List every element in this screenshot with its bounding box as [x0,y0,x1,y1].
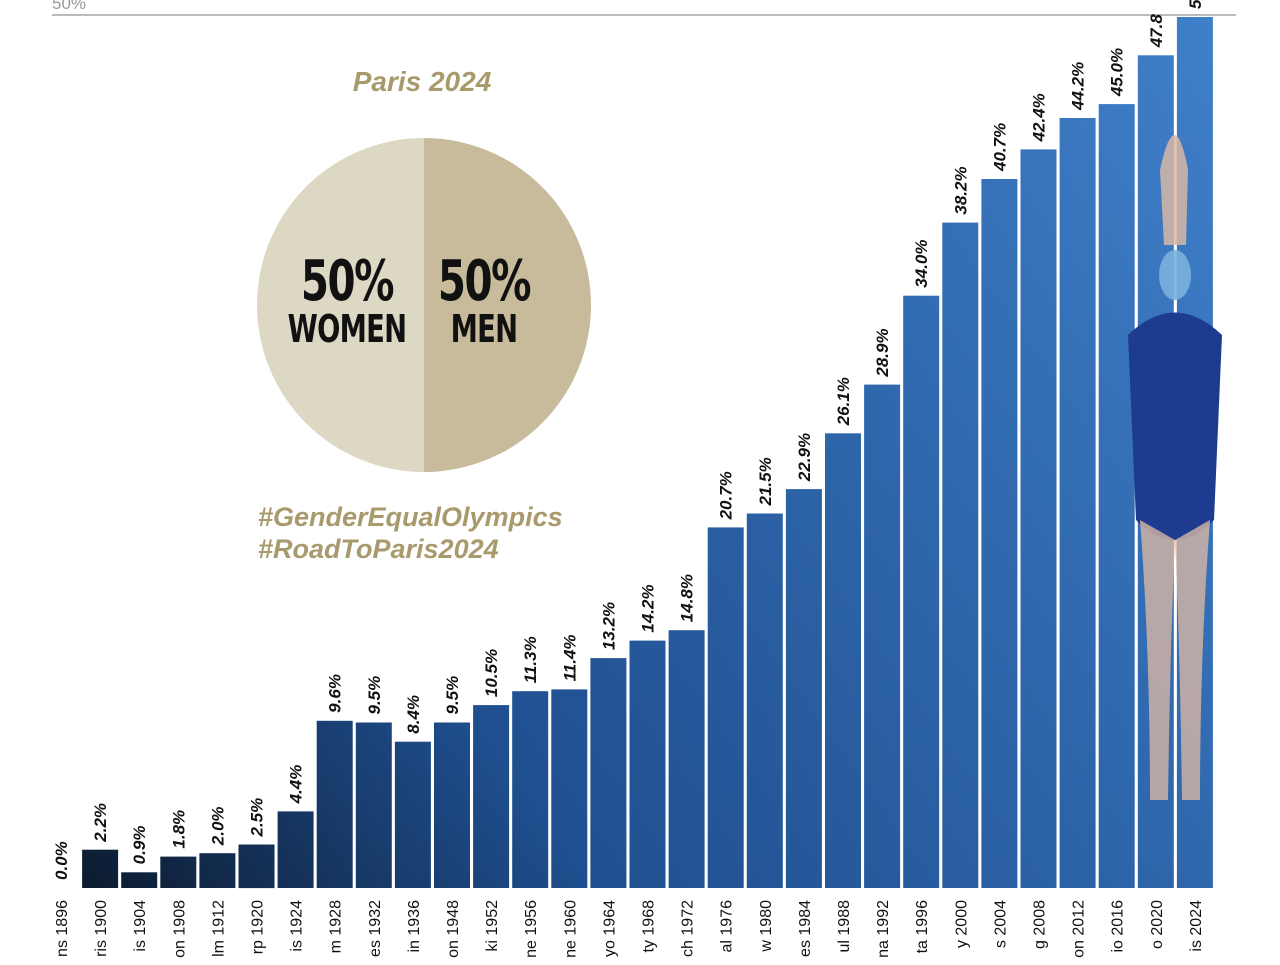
bar [942,222,979,889]
swimmer-image [1128,135,1222,800]
bar [1098,104,1135,889]
category-tick-label: lm 1912 [210,900,227,957]
bar [473,705,510,888]
category-tick-label: y 2000 [953,900,970,948]
bar-value-label: 0.9% [130,826,149,865]
bar-value-label: 8.4% [404,695,423,734]
category-tick-label: on 2012 [1071,900,1088,958]
bar [825,433,861,888]
category-tick-label: ta 1996 [914,900,931,953]
category-tick-label: io 2016 [1110,900,1127,953]
bar-value-label: 50% [1186,0,1205,9]
bar [277,811,314,888]
category-tick-label: es 1932 [367,900,384,957]
bar [903,295,940,888]
bar-value-label: 11.3% [521,636,540,683]
bar [121,872,158,888]
bar-value-label: 11.4% [560,634,579,681]
bar [746,513,783,888]
bar [160,856,197,888]
bar-value-label: 45.0% [1108,48,1127,97]
bar [864,384,901,888]
bar-value-label: 1.8% [169,810,188,849]
bar-value-label: 4.4% [287,765,306,805]
bar-value-label: 26.1% [834,377,853,426]
category-tick-label: ns 1896 [54,900,71,957]
bar-value-label: 44.2% [1069,62,1088,111]
category-tick-label: ris 1900 [93,900,110,957]
bar [981,179,1018,888]
bar [434,722,470,888]
category-tick-label: is 2024 [1188,900,1205,952]
bar [394,741,431,888]
bar-value-label: 47.8 [1147,14,1166,49]
bars-group [82,17,1213,889]
bar-value-label: 9.5% [365,676,384,715]
category-tick-label: rp 1920 [250,900,267,954]
category-tick-label: in 1936 [406,900,423,953]
bar-value-label: 14.2% [639,584,658,632]
bar [316,720,353,888]
category-tick-label: s 2004 [992,900,1009,948]
category-tick-label: m 1928 [328,900,345,953]
category-tick-label: is 1904 [132,900,149,952]
category-tick-label: w 1980 [758,900,775,953]
bar-value-label: 2.0% [208,806,227,846]
category-tick-label: ki 1952 [484,900,501,952]
bar-value-label: 13.2% [599,602,618,650]
category-tick-label: na 1992 [875,900,892,958]
bar [512,691,549,888]
category-tick-label: ul 1988 [836,900,853,953]
bar-value-label: 2.2% [91,803,110,843]
category-tick-label: on 1908 [171,900,188,958]
bar-value-label: 14.8% [678,574,697,622]
bar-value-label: 9.5% [443,676,462,715]
bar-value-label: 38.2% [951,166,970,214]
bar-value-label: 40.7% [990,123,1009,172]
category-tick-label: es 1984 [797,900,814,957]
bar [82,849,119,888]
category-tick-label: ch 1972 [680,900,697,957]
category-tick-label: ne 1960 [562,900,579,958]
category-tick-label: yo 1964 [601,900,618,957]
category-tick-label: al 1976 [719,900,736,953]
category-tick-label: ty 1968 [641,900,658,953]
bar-value-label: 2.5% [248,798,267,838]
bar [785,489,822,888]
bar [707,527,744,888]
category-tick-label: o 2020 [1149,900,1166,949]
bar [238,844,275,889]
bar [668,630,705,888]
bar [1059,118,1096,888]
bar-value-label: 42.4% [1030,93,1049,142]
bar [590,658,627,888]
bar [629,640,666,888]
category-tick-label: g 2008 [1032,900,1049,949]
category-tick-label: on 1948 [445,900,462,958]
top-axis-label: 50% [52,0,86,13]
bar [1020,149,1057,888]
bar [551,689,588,888]
bar [355,722,392,888]
value-labels: 0.0% 2.2% 0.9% 1.8% 2.0% 2.5% 4.4% 9.6% 9.5% 8.4%… [52,0,1205,880]
bar-value-label: 21.5% [756,457,775,506]
bar [199,853,236,888]
bar-value-label: 10.5% [482,649,501,697]
bar-value-label: 9.6% [326,674,345,713]
category-labels: ns 1896 ris 1900 is 1904 on 1908 lm 1912 rp 1… [54,900,1205,958]
bar-value-label: 22.9% [795,433,814,482]
bar-value-label: 28.9% [873,328,892,377]
category-tick-label: ne 1956 [523,900,540,958]
bar-value-label: 34.0% [912,239,931,287]
bar-value-label: 20.7% [717,471,736,520]
category-tick-label: is 1924 [289,900,306,952]
bar-value-label: 0.0% [52,841,71,880]
